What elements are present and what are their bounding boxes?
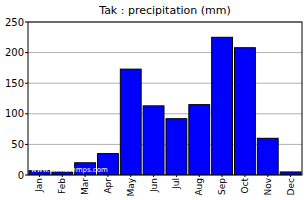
y-tick-label: 250 xyxy=(5,17,24,28)
bar xyxy=(257,138,278,175)
title: Tak : precipitation (mm) xyxy=(98,4,231,17)
x-tick-label: Nov xyxy=(263,177,273,195)
chart-svg: 0 50 100 150 200 250 Jan Feb Mar Apr May Jun Jul Aug S… xyxy=(0,0,306,200)
grid-line xyxy=(28,113,302,114)
x-tick xyxy=(62,175,63,177)
x-tick xyxy=(85,175,86,177)
grid-line xyxy=(28,52,302,53)
x-tick-label: Jun xyxy=(149,178,159,193)
x-tick xyxy=(267,175,268,177)
x-tick xyxy=(107,175,108,177)
bar xyxy=(189,105,210,175)
watermark: www.climatemps.com xyxy=(31,166,108,174)
plot-background xyxy=(28,22,302,175)
x-tick-label: Mar xyxy=(80,178,90,195)
bar xyxy=(143,106,164,175)
x-tick-label: Jan xyxy=(34,178,44,193)
bar xyxy=(120,69,141,175)
y-tick-label: 100 xyxy=(5,108,24,119)
x-tick xyxy=(153,175,154,177)
x-tick-label: May xyxy=(126,177,136,196)
x-tick xyxy=(244,175,245,177)
plot-frame xyxy=(28,22,302,175)
bars xyxy=(29,37,301,175)
x-tick xyxy=(130,175,131,177)
x-tick-label: Dec xyxy=(286,178,296,195)
x-tick-label: Jul xyxy=(171,178,181,190)
x-tick xyxy=(222,175,223,177)
x-tick-label: Apr xyxy=(103,178,113,194)
x-tick xyxy=(290,175,291,177)
chart-container: 0 50 100 150 200 250 Jan Feb Mar Apr May Jun Jul Aug S… xyxy=(0,0,306,200)
x-tick-label: Aug xyxy=(194,178,204,196)
grid-line xyxy=(28,83,302,84)
x-tick-label: Feb xyxy=(57,178,67,194)
y-tick-label: 150 xyxy=(5,78,24,89)
bar xyxy=(166,119,187,175)
bar xyxy=(235,48,256,175)
x-tick xyxy=(39,175,40,177)
y-tick-label: 50 xyxy=(11,139,24,150)
x-tick xyxy=(176,175,177,177)
y-tick-label: 0 xyxy=(18,170,24,181)
x-tick-label: Oct xyxy=(240,178,250,194)
x-tick-label: Sep xyxy=(217,178,227,195)
bar xyxy=(212,37,233,175)
y-tick-label: 200 xyxy=(5,47,24,58)
x-tick xyxy=(199,175,200,177)
